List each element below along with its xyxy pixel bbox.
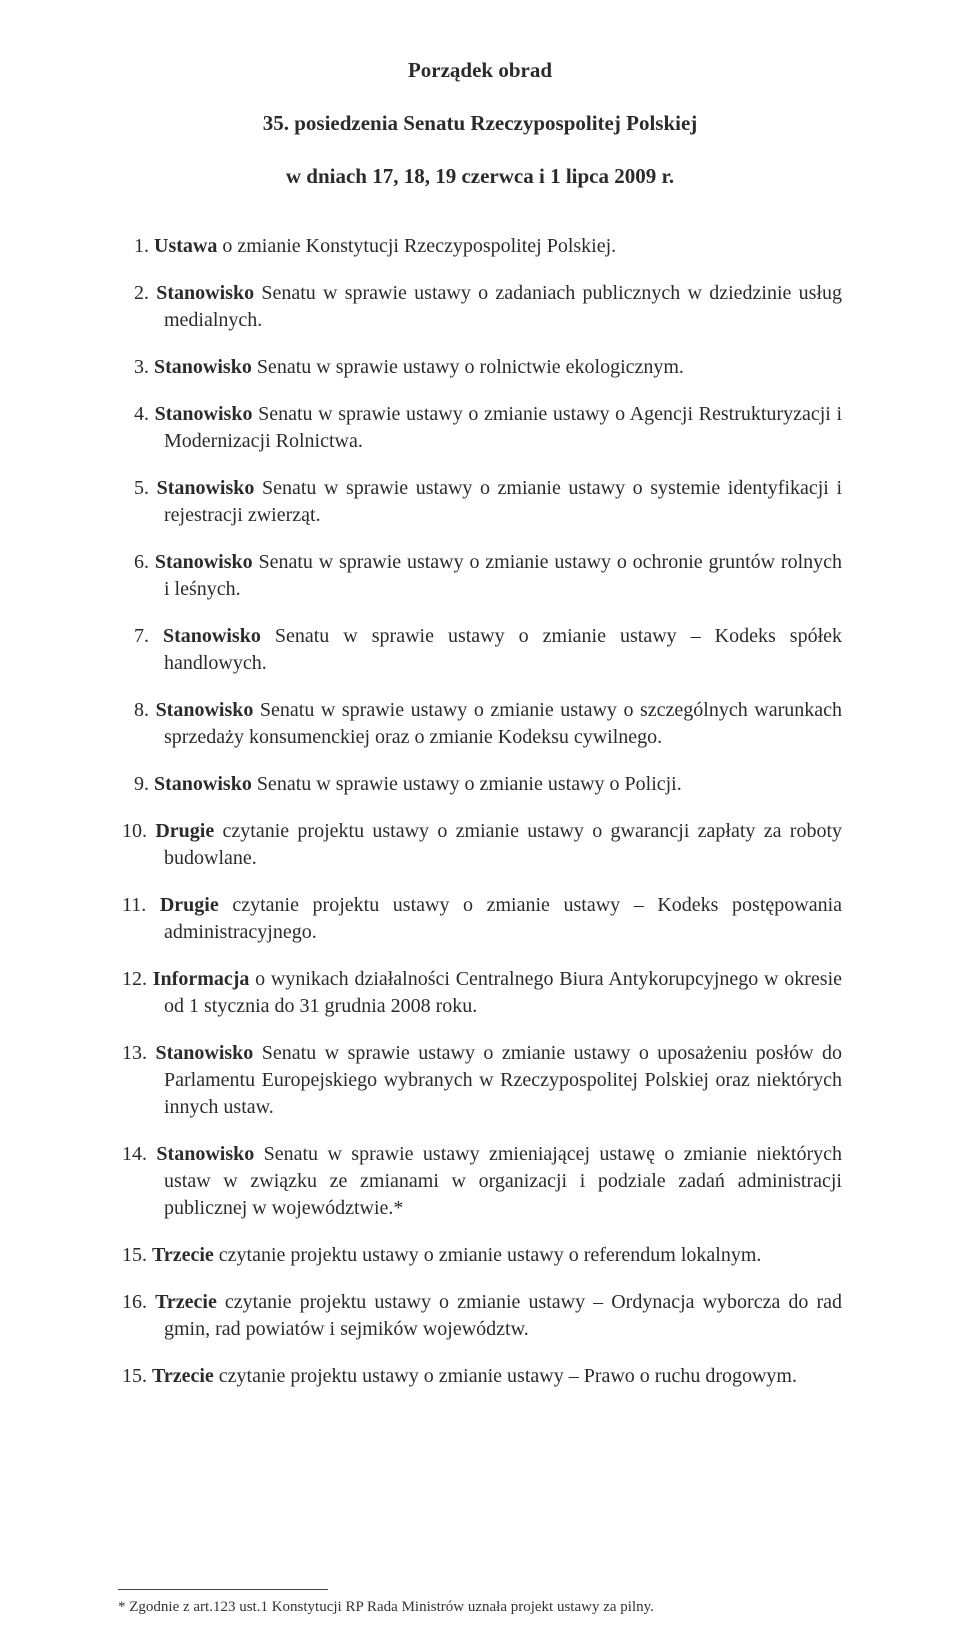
item-rest: Senatu w sprawie ustawy o zmianie ustawy…: [164, 625, 842, 674]
item-rest: czytanie projektu ustawy o zmianie ustaw…: [214, 1365, 797, 1387]
item-rest: Senatu w sprawie ustawy zmieniającej ust…: [164, 1143, 842, 1219]
item-rest: o zmianie Konstytucji Rzeczypospolitej P…: [217, 235, 616, 257]
item-rest: czytanie projektu ustawy o zmianie ustaw…: [164, 894, 842, 943]
item-number: 6.: [134, 551, 149, 573]
item-lead: Stanowisko: [155, 1042, 253, 1064]
agenda-item: 16. Trzecie czytanie projektu ustawy o z…: [118, 1289, 842, 1343]
item-lead: Stanowisko: [155, 403, 253, 425]
item-rest: Senatu w sprawie ustawy o zmianie ustawy…: [164, 477, 842, 526]
agenda-item: 7. Stanowisko Senatu w sprawie ustawy o …: [118, 623, 842, 677]
item-lead: Stanowisko: [156, 1143, 254, 1165]
item-number: 4.: [134, 403, 149, 425]
footnote-text: * Zgodnie z art.123 ust.1 Konstytucji RP…: [118, 1599, 842, 1616]
item-lead: Trzecie: [152, 1365, 214, 1387]
item-number: 1.: [134, 235, 149, 257]
item-number: 13.: [122, 1042, 147, 1064]
item-rest: czytanie projektu ustawy o zmianie ustaw…: [164, 820, 842, 869]
item-rest: Senatu w sprawie ustawy o zmianie ustawy…: [164, 699, 842, 748]
item-lead: Trzecie: [152, 1244, 214, 1266]
item-lead: Stanowisko: [156, 282, 254, 304]
item-lead: Stanowisko: [156, 699, 254, 721]
agenda-item: 2. Stanowisko Senatu w sprawie ustawy o …: [118, 280, 842, 334]
agenda-item: 1. Ustawa o zmianie Konstytucji Rzeczypo…: [118, 233, 842, 260]
item-rest: Senatu w sprawie ustawy o zadaniach publ…: [164, 282, 842, 331]
item-number: 5.: [134, 477, 149, 499]
page-dates: w dniach 17, 18, 19 czerwca i 1 lipca 20…: [118, 164, 842, 189]
agenda-item: 14. Stanowisko Senatu w sprawie ustawy z…: [118, 1141, 842, 1222]
item-number: 9.: [134, 773, 149, 795]
document-page: Porządek obrad 35. posiedzenia Senatu Rz…: [0, 0, 960, 1644]
item-rest: Senatu w sprawie ustawy o rolnictwie eko…: [252, 356, 684, 378]
page-subtitle: 35. posiedzenia Senatu Rzeczypospolitej …: [118, 111, 842, 136]
item-lead: Stanowisko: [154, 773, 252, 795]
item-lead: Informacja: [153, 968, 250, 990]
item-lead: Stanowisko: [154, 356, 252, 378]
item-rest: o wynikach działalności Centralnego Biur…: [164, 968, 842, 1017]
item-number: 12.: [122, 968, 147, 990]
item-lead: Trzecie: [155, 1291, 217, 1313]
item-rest: Senatu w sprawie ustawy o zmianie ustawy…: [164, 551, 842, 600]
agenda-item: 15. Trzecie czytanie projektu ustawy o z…: [118, 1363, 842, 1390]
item-rest: Senatu w sprawie ustawy o zmianie ustawy…: [164, 403, 842, 452]
item-lead: Stanowisko: [157, 477, 255, 499]
item-rest: Senatu w sprawie ustawy o zmianie ustawy…: [252, 773, 682, 795]
item-rest: czytanie projektu ustawy o zmianie ustaw…: [214, 1244, 762, 1266]
item-number: 7.: [134, 625, 149, 647]
agenda-item: 9. Stanowisko Senatu w sprawie ustawy o …: [118, 771, 842, 798]
agenda-item: 13. Stanowisko Senatu w sprawie ustawy o…: [118, 1040, 842, 1121]
item-number: 11.: [122, 894, 146, 916]
item-number: 14.: [122, 1143, 147, 1165]
agenda-item: 10. Drugie czytanie projektu ustawy o zm…: [118, 818, 842, 872]
page-title: Porządek obrad: [118, 58, 842, 83]
agenda-item: 8. Stanowisko Senatu w sprawie ustawy o …: [118, 697, 842, 751]
item-number: 10.: [122, 820, 147, 842]
agenda-item: 6. Stanowisko Senatu w sprawie ustawy o …: [118, 549, 842, 603]
item-lead: Stanowisko: [163, 625, 261, 647]
item-number: 3.: [134, 356, 149, 378]
agenda-item: 15. Trzecie czytanie projektu ustawy o z…: [118, 1242, 842, 1269]
agenda-item: 11. Drugie czytanie projektu ustawy o zm…: [118, 892, 842, 946]
item-rest: czytanie projektu ustawy o zmianie ustaw…: [164, 1291, 842, 1340]
item-number: 16.: [122, 1291, 147, 1313]
item-number: 2.: [134, 282, 149, 304]
item-lead: Ustawa: [154, 235, 217, 257]
agenda-item: 5. Stanowisko Senatu w sprawie ustawy o …: [118, 475, 842, 529]
item-number: 8.: [134, 699, 149, 721]
item-lead: Stanowisko: [155, 551, 253, 573]
item-lead: Drugie: [155, 820, 214, 842]
item-lead: Drugie: [160, 894, 219, 916]
agenda-list: 1. Ustawa o zmianie Konstytucji Rzeczypo…: [118, 233, 842, 1390]
item-rest: Senatu w sprawie ustawy o zmianie ustawy…: [164, 1042, 842, 1118]
agenda-item: 12. Informacja o wynikach działalności C…: [118, 966, 842, 1020]
agenda-item: 3. Stanowisko Senatu w sprawie ustawy o …: [118, 354, 842, 381]
item-number: 15.: [122, 1365, 147, 1387]
footnote-rule: [118, 1589, 328, 1590]
agenda-item: 4. Stanowisko Senatu w sprawie ustawy o …: [118, 401, 842, 455]
item-number: 15.: [122, 1244, 147, 1266]
